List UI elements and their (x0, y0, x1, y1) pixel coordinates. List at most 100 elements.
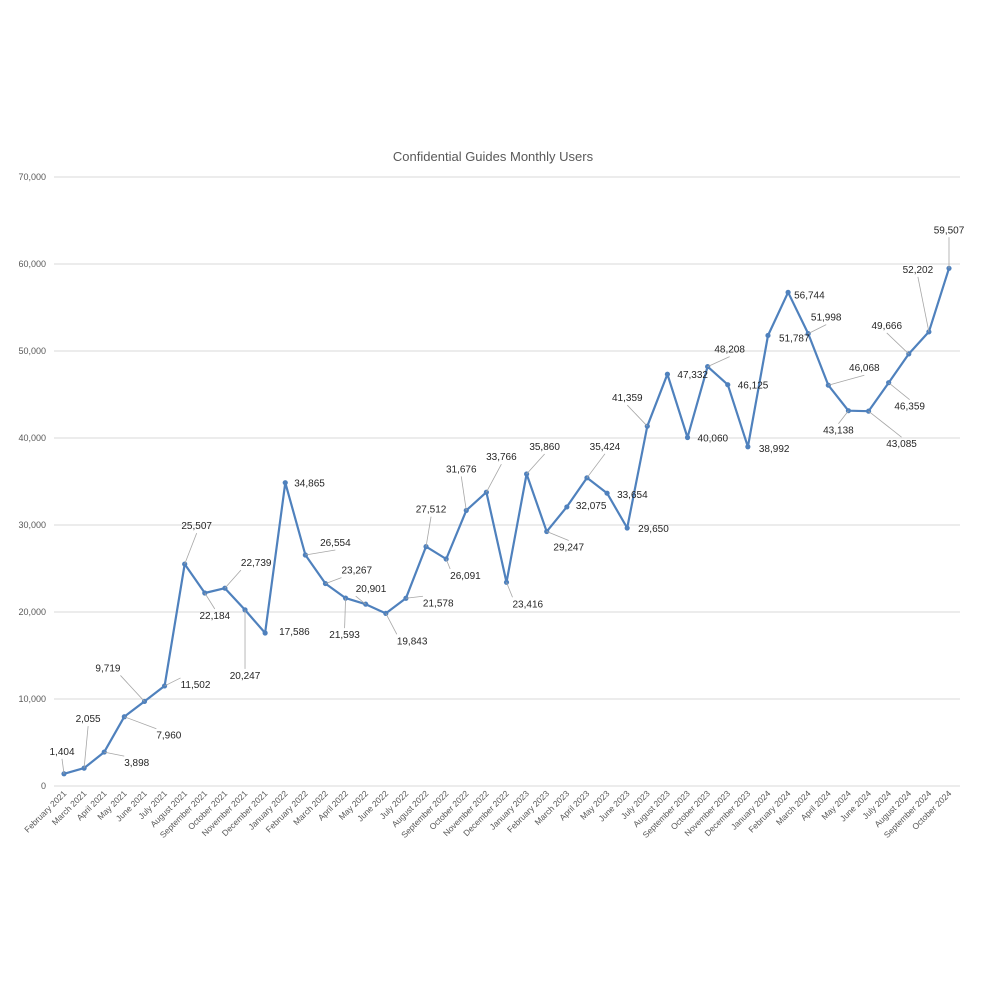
label-leader-line (355, 595, 366, 605)
label-leader-line (405, 595, 423, 599)
y-axis: 0 10,000 20,000 30,000 40,000 50,000 60,000 70,… (18, 172, 46, 791)
data-label: 33,654 (617, 490, 648, 501)
label-leader-line (325, 577, 342, 584)
data-point (322, 580, 329, 587)
label-leader-line (506, 582, 513, 598)
data-label: 1,404 (49, 747, 74, 758)
label-leader-line (838, 410, 849, 424)
data-label: 3,898 (124, 758, 149, 769)
label-leader-line (888, 382, 910, 400)
data-label: 43,085 (886, 439, 917, 450)
data-label: 46,125 (738, 381, 769, 392)
data-label: 48,208 (714, 345, 745, 356)
y-tick-label: 20,000 (18, 607, 46, 617)
label-leader-line (460, 476, 467, 511)
data-label: 35,860 (529, 442, 560, 453)
data-label: 51,998 (811, 313, 842, 324)
data-label: 35,424 (590, 442, 621, 453)
label-leader-line (344, 598, 346, 629)
data-label: 23,416 (513, 599, 544, 610)
data-label: 43,138 (823, 426, 854, 437)
data-point (61, 771, 67, 777)
label-leader-line (83, 726, 89, 769)
data-label: 27,512 (416, 505, 447, 516)
label-leader-line (61, 758, 65, 774)
data-label: 26,554 (320, 538, 351, 549)
data-label: 59,507 (934, 225, 965, 236)
data-label: 21,578 (423, 598, 454, 609)
data-label: 2,055 (76, 714, 101, 725)
label-leader-line (124, 716, 157, 730)
data-point (282, 480, 288, 486)
label-leader-line (486, 464, 502, 493)
data-label: 29,650 (638, 524, 669, 535)
gridlines (54, 176, 960, 787)
data-label: 23,267 (341, 566, 372, 577)
data-labels: 1,404 2,055 3,898 7,960 9,719 11,502 25,507 22,… (49, 225, 965, 774)
data-label: 38,992 (759, 444, 790, 455)
chart-title: Confidential Guides Monthly Users (393, 149, 594, 164)
data-point (745, 444, 751, 450)
data-label: 29,247 (553, 543, 584, 554)
data-label: 25,507 (181, 521, 212, 532)
data-label: 41,359 (612, 393, 643, 404)
data-label: 40,060 (698, 433, 729, 444)
data-label: 51,787 (779, 333, 810, 344)
y-tick-label: 0 (41, 781, 46, 791)
y-tick-label: 70,000 (18, 172, 46, 182)
data-label: 7,960 (156, 731, 181, 742)
data-label: 56,744 (794, 290, 825, 301)
data-label: 20,247 (230, 671, 261, 682)
y-tick-label: 60,000 (18, 259, 46, 269)
data-label: 17,586 (279, 627, 310, 638)
data-label: 11,502 (181, 680, 211, 691)
data-label: 9,719 (95, 663, 120, 674)
data-label: 26,091 (450, 571, 481, 582)
y-tick-label: 10,000 (18, 694, 46, 704)
label-leader-line (104, 751, 125, 757)
data-label: 46,068 (849, 363, 880, 374)
y-tick-label: 50,000 (18, 346, 46, 356)
data-label: 46,359 (894, 402, 925, 413)
data-label: 34,865 (294, 479, 325, 490)
data-label: 31,676 (446, 464, 477, 475)
label-leader-line (224, 569, 242, 589)
label-leader-line (917, 276, 930, 332)
data-label: 33,766 (486, 452, 517, 463)
data-point (785, 289, 791, 295)
data-label: 32,075 (576, 501, 607, 512)
label-leader-line (868, 410, 902, 438)
data-point (624, 525, 630, 531)
data-point (604, 490, 610, 496)
data-point (684, 434, 691, 441)
data-label: 52,202 (903, 265, 934, 276)
y-tick-label: 40,000 (18, 433, 46, 443)
label-leader-line (627, 404, 648, 427)
label-leader-line (305, 549, 336, 556)
label-leader-line (808, 324, 827, 334)
data-label: 47,332 (677, 370, 708, 381)
data-label: 22,184 (199, 611, 230, 622)
label-leader-line (586, 453, 606, 479)
label-leader-line (886, 332, 910, 355)
data-point (564, 504, 570, 510)
label-leader-line (204, 592, 216, 610)
label-leader-line (707, 356, 730, 367)
data-point (725, 382, 731, 388)
data-point (765, 332, 771, 339)
label-leader-line (385, 613, 398, 635)
label-leader-line (445, 558, 451, 570)
data-label: 21,593 (329, 630, 360, 641)
data-point (664, 371, 671, 377)
data-label: 22,739 (241, 558, 272, 569)
data-label: 20,901 (356, 584, 387, 595)
data-point (403, 595, 409, 601)
label-leader-line (546, 531, 569, 541)
label-leader-line (828, 374, 865, 386)
data-point (81, 765, 87, 771)
y-tick-label: 30,000 (18, 520, 46, 530)
label-leader-line (164, 677, 181, 687)
